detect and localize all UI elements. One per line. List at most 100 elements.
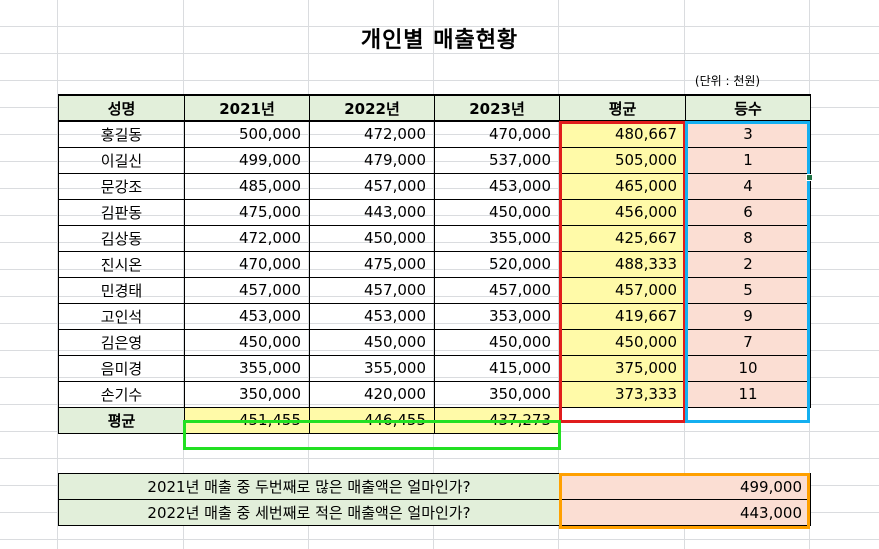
sales-table: 성명 2021년 2022년 2023년 평균 등수 홍길동 500,000 472,000 47… — [58, 94, 811, 434]
name-cell[interactable]: 손기수 — [58, 380, 185, 408]
rank-cell[interactable]: 3 — [685, 120, 811, 148]
sales-2023-cell[interactable]: 453,000 — [434, 172, 560, 200]
sales-2021-cell[interactable]: 450,000 — [184, 328, 310, 356]
header-cell[interactable]: 2022년 — [309, 94, 435, 122]
sales-2021-cell[interactable]: 475,000 — [184, 198, 310, 226]
sales-2022-cell[interactable]: 479,000 — [309, 146, 435, 174]
name-cell[interactable]: 고인석 — [58, 302, 185, 330]
sales-2022-cell[interactable]: 355,000 — [309, 354, 435, 382]
sales-2022-cell[interactable]: 457,000 — [309, 172, 435, 200]
average-cell[interactable]: 375,000 — [559, 354, 686, 382]
name-cell[interactable]: 이길신 — [58, 146, 185, 174]
rank-cell[interactable]: 11 — [685, 380, 811, 408]
question-cell[interactable]: 2022년 매출 중 세번째로 적은 매출액은 얼마인가? — [58, 499, 560, 526]
rank-cell[interactable]: 4 — [685, 172, 811, 200]
name-cell[interactable]: 민경태 — [58, 276, 185, 304]
name-cell[interactable]: 음미경 — [58, 354, 185, 382]
rank-cell[interactable]: 1 — [685, 146, 811, 174]
table-row: 이길신 499,000 479,000 537,000 505,000 1 — [58, 146, 811, 174]
fill-handle[interactable] — [806, 174, 813, 181]
rank-cell[interactable]: 10 — [685, 354, 811, 382]
average-row-label[interactable]: 평균 — [58, 406, 185, 434]
sales-2023-cell[interactable]: 350,000 — [434, 380, 560, 408]
sales-2021-cell[interactable]: 472,000 — [184, 224, 310, 252]
sheet-title[interactable]: 개인별 매출현황 — [360, 28, 519, 53]
rank-cell[interactable]: 6 — [685, 198, 811, 226]
sales-2023-cell[interactable]: 355,000 — [434, 224, 560, 252]
average-2021-cell[interactable]: 451,455 — [184, 406, 310, 434]
sales-2021-cell[interactable]: 485,000 — [184, 172, 310, 200]
sales-2021-cell[interactable]: 453,000 — [184, 302, 310, 330]
name-cell[interactable]: 김은영 — [58, 328, 185, 356]
name-cell[interactable]: 진시온 — [58, 250, 185, 278]
average-cell[interactable]: 373,333 — [559, 380, 686, 408]
question-cell[interactable]: 2021년 매출 중 두번째로 많은 매출액은 얼마인가? — [58, 473, 560, 500]
average-cell[interactable]: 456,000 — [559, 198, 686, 226]
name-cell[interactable]: 김판동 — [58, 198, 185, 226]
average-cell[interactable]: 465,000 — [559, 172, 686, 200]
answer-cell[interactable]: 499,000 — [559, 473, 811, 500]
name-cell[interactable]: 홍길동 — [58, 120, 185, 148]
header-cell[interactable]: 등수 — [685, 94, 811, 122]
average-cell[interactable]: 480,667 — [559, 120, 686, 148]
table-header-row: 성명 2021년 2022년 2023년 평균 등수 — [58, 94, 811, 122]
sales-2023-cell[interactable]: 457,000 — [434, 276, 560, 304]
sales-2022-cell[interactable]: 450,000 — [309, 328, 435, 356]
sales-2021-cell[interactable]: 350,000 — [184, 380, 310, 408]
sales-2023-cell[interactable]: 450,000 — [434, 198, 560, 226]
answer-cell[interactable]: 443,000 — [559, 499, 811, 526]
unit-note[interactable]: (단위 : 천원) — [694, 74, 761, 88]
table-row: 진시온 470,000 475,000 520,000 488,333 2 — [58, 250, 811, 278]
header-cell[interactable]: 2023년 — [434, 94, 560, 122]
sales-2023-cell[interactable]: 537,000 — [434, 146, 560, 174]
table-row: 손기수 350,000 420,000 350,000 373,333 11 — [58, 380, 811, 408]
sales-2021-cell[interactable]: 470,000 — [184, 250, 310, 278]
rank-cell[interactable]: 2 — [685, 250, 811, 278]
sales-2022-cell[interactable]: 453,000 — [309, 302, 435, 330]
average-2022-cell[interactable]: 446,455 — [309, 406, 435, 434]
table-row: 김상동 472,000 450,000 355,000 425,667 8 — [58, 224, 811, 252]
sales-2022-cell[interactable]: 475,000 — [309, 250, 435, 278]
average-row: 평균 451,455 446,455 437,273 — [58, 406, 811, 434]
table-row: 김은영 450,000 450,000 450,000 450,000 7 — [58, 328, 811, 356]
table-row: 홍길동 500,000 472,000 470,000 480,667 3 — [58, 120, 811, 148]
table-row: 김판동 475,000 443,000 450,000 456,000 6 — [58, 198, 811, 226]
sales-2023-cell[interactable]: 520,000 — [434, 250, 560, 278]
sales-2023-cell[interactable]: 415,000 — [434, 354, 560, 382]
header-cell[interactable]: 2021년 — [184, 94, 310, 122]
rank-cell[interactable]: 9 — [685, 302, 811, 330]
sales-2022-cell[interactable]: 443,000 — [309, 198, 435, 226]
average-2023-cell[interactable]: 437,273 — [434, 406, 560, 434]
rank-cell[interactable]: 8 — [685, 224, 811, 252]
average-cell[interactable]: 457,000 — [559, 276, 686, 304]
sales-2023-cell[interactable]: 470,000 — [434, 120, 560, 148]
sales-2022-cell[interactable]: 472,000 — [309, 120, 435, 148]
empty-cell[interactable] — [560, 407, 811, 433]
header-cell[interactable]: 성명 — [58, 94, 185, 122]
table-row: 음미경 355,000 355,000 415,000 375,000 10 — [58, 354, 811, 382]
name-cell[interactable]: 문강조 — [58, 172, 185, 200]
table-row: 고인석 453,000 453,000 353,000 419,667 9 — [58, 302, 811, 330]
sales-2022-cell[interactable]: 457,000 — [309, 276, 435, 304]
sales-2023-cell[interactable]: 450,000 — [434, 328, 560, 356]
rank-cell[interactable]: 7 — [685, 328, 811, 356]
sales-2021-cell[interactable]: 499,000 — [184, 146, 310, 174]
sales-2022-cell[interactable]: 450,000 — [309, 224, 435, 252]
average-cell[interactable]: 505,000 — [559, 146, 686, 174]
question-row: 2022년 매출 중 세번째로 적은 매출액은 얼마인가? 443,000 — [58, 499, 811, 526]
average-cell[interactable]: 488,333 — [559, 250, 686, 278]
sales-2021-cell[interactable]: 457,000 — [184, 276, 310, 304]
table-row: 민경태 457,000 457,000 457,000 457,000 5 — [58, 276, 811, 304]
sales-2021-cell[interactable]: 355,000 — [184, 354, 310, 382]
rank-cell[interactable]: 5 — [685, 276, 811, 304]
sales-2021-cell[interactable]: 500,000 — [184, 120, 310, 148]
average-cell[interactable]: 419,667 — [559, 302, 686, 330]
sales-2023-cell[interactable]: 353,000 — [434, 302, 560, 330]
name-cell[interactable]: 김상동 — [58, 224, 185, 252]
sales-2022-cell[interactable]: 420,000 — [309, 380, 435, 408]
header-cell[interactable]: 평균 — [559, 94, 686, 122]
question-row: 2021년 매출 중 두번째로 많은 매출액은 얼마인가? 499,000 — [58, 473, 811, 500]
average-cell[interactable]: 425,667 — [559, 224, 686, 252]
average-cell[interactable]: 450,000 — [559, 328, 686, 356]
question-table: 2021년 매출 중 두번째로 많은 매출액은 얼마인가? 499,000 2022… — [58, 473, 811, 526]
